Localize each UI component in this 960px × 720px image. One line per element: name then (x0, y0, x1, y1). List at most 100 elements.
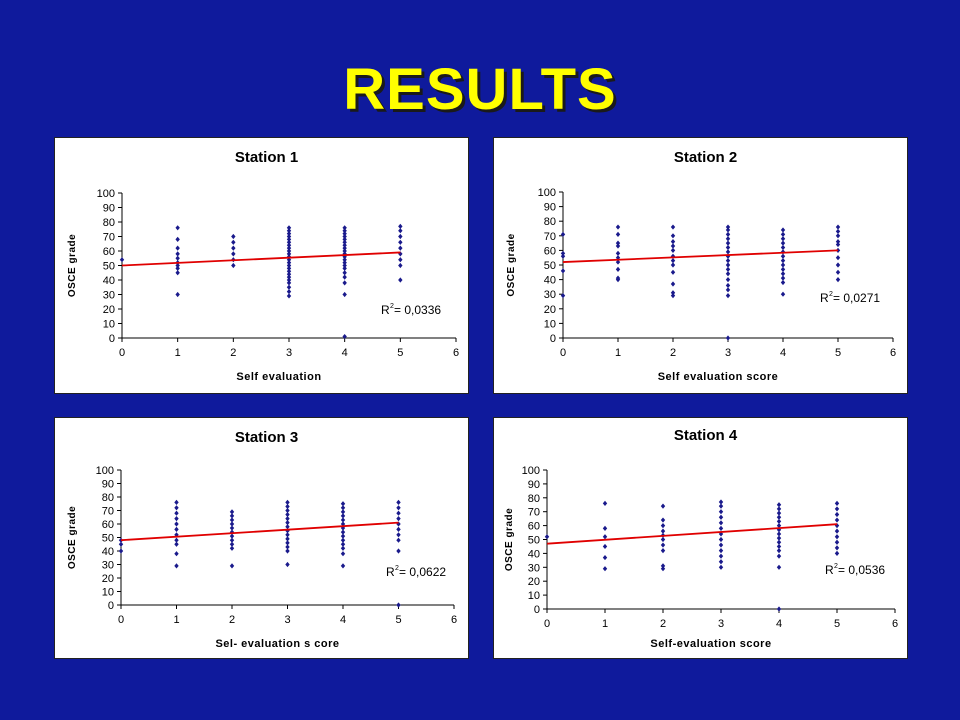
data-point (725, 266, 731, 272)
data-point (174, 551, 179, 557)
data-point (780, 244, 786, 251)
chart-title: Station 2 (674, 149, 737, 166)
data-point (718, 548, 724, 554)
y-tick-label: 20 (528, 576, 540, 588)
y-tick-label: 80 (528, 493, 540, 505)
x-tick-label: 6 (890, 347, 896, 359)
r-squared-label: R (386, 565, 395, 579)
y-axis-label: OSCE grade (67, 506, 78, 569)
data-point (231, 245, 236, 251)
data-point (286, 257, 292, 263)
data-point (602, 525, 608, 531)
data-point (342, 262, 347, 269)
y-tick-label: 100 (96, 465, 114, 477)
y-tick-label: 40 (544, 275, 556, 287)
y-tick-label: 30 (102, 560, 114, 572)
data-point (725, 236, 731, 242)
data-point (670, 293, 676, 299)
x-tick-label: 5 (835, 347, 841, 359)
y-tick-label: 0 (534, 604, 540, 616)
data-point (118, 548, 124, 554)
x-tick-label: 6 (453, 347, 459, 359)
y-tick-label: 50 (103, 261, 115, 273)
data-point (725, 271, 731, 277)
data-point (718, 525, 724, 531)
x-tick-label: 1 (602, 618, 608, 630)
data-point (835, 224, 841, 230)
data-point (174, 510, 179, 516)
y-tick-label: 40 (528, 548, 540, 560)
data-point (670, 253, 676, 259)
y-tick-label: 0 (550, 333, 556, 345)
data-point (231, 251, 236, 257)
x-tick-label: 4 (776, 618, 782, 630)
data-point (725, 262, 731, 268)
data-point (398, 228, 403, 234)
y-tick-label: 30 (544, 289, 556, 301)
data-point (835, 247, 841, 253)
data-point (718, 520, 724, 526)
data-point (229, 529, 235, 535)
r-squared-value: = 0,0271 (833, 291, 880, 305)
data-point (231, 262, 236, 269)
y-tick-label: 90 (102, 479, 114, 491)
data-point (718, 559, 724, 565)
data-point (660, 542, 666, 548)
y-tick-label: 60 (102, 519, 114, 531)
data-point (718, 536, 724, 543)
r-squared-value: = 0,0336 (394, 303, 441, 317)
data-point (718, 531, 724, 537)
y-tick-label: 10 (103, 319, 115, 331)
y-tick-label: 20 (102, 573, 114, 585)
data-point (835, 262, 841, 268)
y-tick-label: 80 (103, 217, 115, 229)
data-point (396, 548, 401, 554)
x-tick-label: 1 (615, 347, 621, 359)
data-point (660, 563, 666, 569)
data-point (340, 541, 346, 547)
data-point (602, 566, 608, 572)
data-point (615, 259, 621, 265)
data-point (834, 500, 840, 506)
data-point (342, 270, 347, 276)
data-point (834, 550, 840, 556)
data-point (615, 250, 621, 256)
data-point (342, 236, 347, 242)
y-tick-label: 70 (103, 232, 115, 244)
y-axis-label: OSCE grade (506, 233, 517, 296)
data-point (725, 227, 731, 233)
data-point (174, 537, 179, 543)
data-point (286, 231, 292, 237)
y-tick-label: 0 (108, 600, 114, 612)
data-point (285, 561, 290, 568)
data-point (560, 250, 566, 256)
y-tick-label: 50 (528, 535, 540, 547)
trendline (121, 251, 401, 267)
y-tick-label: 50 (102, 533, 114, 545)
data-point (286, 265, 292, 271)
data-point (725, 258, 731, 264)
data-point (780, 275, 786, 281)
data-point (780, 266, 786, 272)
x-tick-label: 6 (892, 618, 898, 630)
y-tick-label: 30 (103, 290, 115, 302)
data-point (615, 224, 621, 230)
x-tick-label: 3 (718, 618, 724, 630)
data-point (834, 517, 840, 523)
data-point (286, 293, 292, 299)
chart-title: Station 1 (235, 149, 298, 166)
x-tick-label: 5 (395, 614, 401, 626)
r-squared-label: R (820, 291, 829, 305)
y-tick-label: 60 (528, 521, 540, 533)
data-point (286, 274, 292, 280)
data-point (670, 247, 676, 253)
y-tick-label: 100 (97, 188, 115, 200)
y-tick-label: 0 (109, 333, 115, 345)
data-point (725, 224, 731, 230)
data-point (615, 231, 621, 237)
chart-station-3: Station 3 0 10 20 30 40 50 60 70 80 90 100 0 1 2 3 4 5 6 Se… (54, 417, 469, 659)
data-point (396, 505, 401, 511)
data-point (340, 545, 346, 551)
data-point (615, 243, 621, 249)
